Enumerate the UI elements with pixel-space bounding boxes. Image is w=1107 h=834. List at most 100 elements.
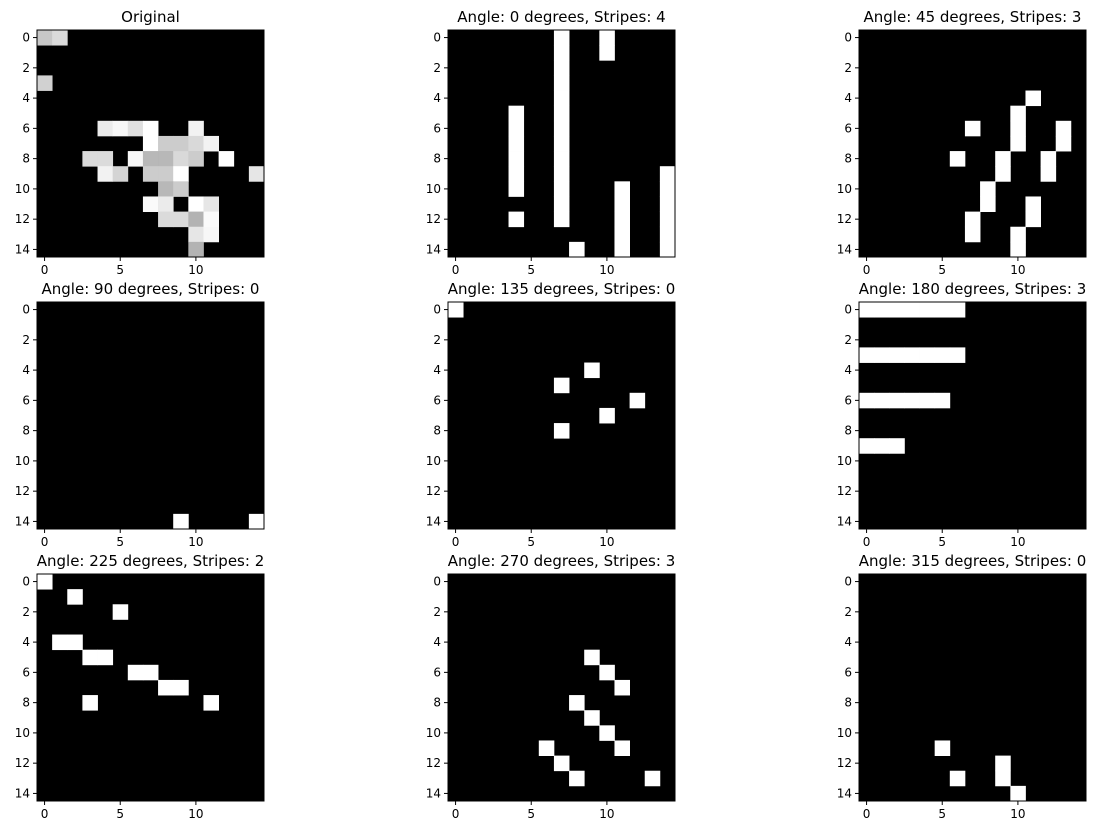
pixel-cell xyxy=(142,120,159,137)
image-background xyxy=(37,574,264,801)
pixel-cell xyxy=(158,679,174,696)
y-tick-label: 8 xyxy=(22,696,30,710)
x-tick-label: 10 xyxy=(599,807,614,821)
pixel-cell xyxy=(1010,105,1026,122)
image-background xyxy=(448,302,675,529)
pixel-cell xyxy=(188,135,204,152)
pixel-cell xyxy=(142,135,159,152)
pixel-cell xyxy=(919,347,936,363)
pixel-cell xyxy=(553,45,570,61)
x-tick-label: 0 xyxy=(41,263,49,277)
pixel-cell xyxy=(659,181,676,197)
pixel-cell xyxy=(82,649,98,666)
pixel-cell xyxy=(173,211,189,228)
y-tick-label: 0 xyxy=(844,31,852,45)
pixel-cell xyxy=(127,151,144,167)
panel-5: Angle: 180 degrees, Stripes: 3 0 5 10 0 2 4 6 8 1… xyxy=(837,280,1087,549)
pixel-cell xyxy=(569,770,585,787)
pixel-cell xyxy=(158,166,174,182)
y-tick-label: 0 xyxy=(844,575,852,589)
pixel-cell xyxy=(448,302,464,318)
x-tick-label: 0 xyxy=(863,807,871,821)
y-tick-label: 14 xyxy=(15,242,30,256)
x-tick-label: 0 xyxy=(452,263,460,277)
pixel-cell xyxy=(995,151,1011,167)
image-background xyxy=(859,574,1086,801)
pixel-cell xyxy=(203,226,219,243)
pixel-cell xyxy=(889,302,905,318)
panel-2: Angle: 45 degrees, Stripes: 3 0 5 10 0 2 4 6 8 10… xyxy=(837,8,1087,277)
y-tick-label: 8 xyxy=(844,696,852,710)
pixel-cell xyxy=(142,664,159,681)
panel-title: Angle: 270 degrees, Stripes: 3 xyxy=(448,552,676,570)
pixel-cell xyxy=(127,664,144,681)
pixel-cell xyxy=(644,770,661,787)
pixel-cell xyxy=(964,226,981,243)
y-tick-label: 4 xyxy=(22,635,30,649)
y-tick-label: 8 xyxy=(22,152,30,166)
pixel-cell xyxy=(964,120,981,137)
pixel-cell xyxy=(584,362,600,379)
pixel-cell xyxy=(508,135,525,152)
x-tick-label: 10 xyxy=(188,807,203,821)
y-tick-label: 0 xyxy=(433,303,441,317)
pixel-cell xyxy=(1025,211,1041,228)
pixel-cell xyxy=(874,438,890,454)
x-tick-label: 0 xyxy=(452,535,460,549)
pixel-cell xyxy=(173,513,189,530)
pixel-cell xyxy=(508,211,525,228)
y-tick-label: 2 xyxy=(433,333,441,347)
pixel-cell xyxy=(508,181,525,197)
y-tick-label: 10 xyxy=(15,182,30,196)
pixel-cell xyxy=(158,181,174,197)
y-tick-label: 6 xyxy=(22,665,30,679)
pixel-cell xyxy=(1040,151,1057,167)
pixel-cell xyxy=(553,30,570,46)
y-tick-label: 0 xyxy=(844,303,852,317)
x-tick-label: 0 xyxy=(863,263,871,277)
pixel-cell xyxy=(97,166,114,182)
pixel-cell xyxy=(614,740,630,756)
y-tick-label: 10 xyxy=(426,726,441,740)
pixel-cell xyxy=(203,135,219,152)
pixel-cell xyxy=(995,770,1011,787)
pixel-cell xyxy=(173,166,189,182)
pixel-cell xyxy=(919,392,936,409)
y-tick-label: 4 xyxy=(22,363,30,377)
pixel-cell xyxy=(904,347,920,363)
pixel-cell xyxy=(949,770,966,787)
y-tick-label: 14 xyxy=(426,514,441,528)
pixel-cell xyxy=(614,211,630,228)
y-tick-label: 4 xyxy=(433,91,441,105)
y-tick-label: 2 xyxy=(844,605,852,619)
pixel-cell xyxy=(859,347,875,363)
y-tick-label: 14 xyxy=(426,786,441,800)
y-tick-label: 2 xyxy=(22,61,30,75)
pixel-cell xyxy=(934,392,951,409)
pixel-cell xyxy=(538,740,555,756)
pixel-cell xyxy=(553,423,570,439)
pixel-cell xyxy=(659,241,676,258)
axes-frame xyxy=(447,29,676,258)
x-tick-label: 0 xyxy=(41,535,49,549)
pixel-cell xyxy=(1055,120,1072,137)
y-tick-label: 6 xyxy=(844,121,852,135)
axes-frame xyxy=(36,29,265,258)
y-tick-label: 0 xyxy=(22,31,30,45)
y-tick-label: 14 xyxy=(426,242,441,256)
axes-frame xyxy=(447,573,676,802)
x-tick-label: 10 xyxy=(1010,535,1025,549)
pixel-cell xyxy=(614,181,630,197)
y-tick-label: 8 xyxy=(433,152,441,166)
y-tick-label: 2 xyxy=(22,605,30,619)
pixel-cell xyxy=(659,226,676,243)
panel-0: Original 0 5 10 0 2 4 6 8 10 12 14 xyxy=(15,8,265,277)
panel-1: Angle: 0 degrees, Stripes: 4 0 5 10 0 2 4 6 8 10 1… xyxy=(426,8,676,277)
x-tick-label: 5 xyxy=(938,807,946,821)
y-tick-label: 2 xyxy=(433,61,441,75)
axes-frame xyxy=(36,301,265,530)
pixel-cell xyxy=(874,347,890,363)
y-tick-label: 14 xyxy=(837,242,852,256)
pixel-cell xyxy=(188,151,204,167)
